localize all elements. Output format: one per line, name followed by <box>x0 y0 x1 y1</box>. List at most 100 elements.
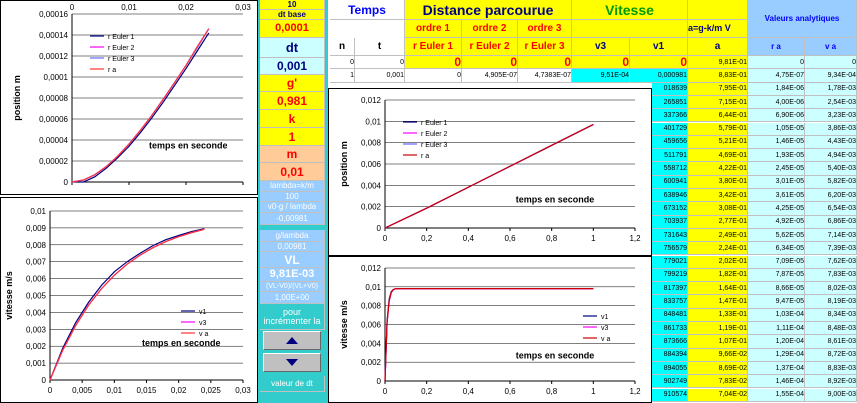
y-tick-label: 0 <box>377 377 382 386</box>
x-tick-label: 0,8 <box>546 234 558 243</box>
x-tick-label: 0,01 <box>107 386 123 395</box>
data-cell: 731643 <box>652 228 688 243</box>
data-cell: 1,29E-04 <box>748 348 805 362</box>
y-tick-label: 0,005 <box>26 292 47 301</box>
y-tick-label: 0,01 <box>365 117 381 126</box>
data-cell: 7,83E-03 <box>805 268 857 283</box>
data-cell: 6,90E-06 <box>748 109 805 123</box>
data-cell: 9,00E-03 <box>805 388 857 402</box>
data-cell: 0 <box>805 56 857 70</box>
y-tick-label: 0,012 <box>361 96 382 105</box>
data-cell: 6,44E-01 <box>688 109 748 123</box>
data-cell: 0 <box>405 69 462 83</box>
data-cell: 0 <box>748 56 805 70</box>
y-tick-label: 0,00016 <box>39 10 68 19</box>
data-cell: 861733 <box>652 322 688 336</box>
legend-label: v a <box>601 336 610 343</box>
data-cell: 833757 <box>652 295 688 309</box>
param-cell: 0,0001 <box>260 20 325 38</box>
data-cell: 873666 <box>652 335 688 349</box>
data-cell: 3,61E-05 <box>748 189 805 203</box>
data-cell: 0 <box>330 56 355 70</box>
param-cell: g/lambda <box>260 230 325 242</box>
legend-label: r a <box>421 153 429 160</box>
column-header: r Euler 1 <box>405 38 462 56</box>
data-cell: 5,21E-01 <box>688 135 748 150</box>
data-cell: 1,55E-04 <box>748 388 805 402</box>
param-cell: pour incrémenter la <box>260 304 325 330</box>
data-cell: 1,46E-05 <box>748 135 805 150</box>
y-tick-label: 0 <box>42 376 47 385</box>
data-cell: 2,77E-01 <box>688 215 748 229</box>
y-axis-label: position m <box>339 141 349 187</box>
data-cell: 9,81E-01 <box>688 56 748 70</box>
group-header: Temps <box>330 0 405 20</box>
y-tick-label: 0,00002 <box>39 157 68 166</box>
data-cell: 337366 <box>652 109 688 123</box>
data-cell: 7,09E-05 <box>748 255 805 269</box>
data-cell: 8,72E-03 <box>805 348 857 362</box>
blank-cell <box>688 0 748 20</box>
x-tick-label: 0,03 <box>235 386 251 395</box>
data-cell: 4,69E-01 <box>688 149 748 163</box>
data-cell: 3,86E-03 <box>805 122 857 136</box>
column-header: v1 <box>630 38 688 56</box>
group-header: Valeurs analytiques <box>748 0 857 38</box>
data-cell: 8,69E-02 <box>688 361 748 376</box>
x-tick-label: 1 <box>591 234 596 243</box>
param-cell: v0-g / lambda <box>260 202 325 213</box>
y-tick-label: 0,001 <box>26 359 47 368</box>
param-cell: g' <box>260 75 325 92</box>
data-cell: 7,87E-05 <box>748 268 805 283</box>
data-cell: 2,49E-01 <box>688 228 748 243</box>
increment-up-button[interactable] <box>263 331 321 350</box>
column-header: a <box>688 38 748 56</box>
y-tick-label: 0,008 <box>361 139 382 148</box>
data-cell: 0 <box>405 56 462 70</box>
series-line <box>384 288 594 382</box>
x-tick-label: 0,6 <box>504 387 516 396</box>
data-cell: 6,54E-03 <box>805 202 857 216</box>
legend-label: v1 <box>601 314 609 321</box>
increment-down-button[interactable] <box>263 353 321 372</box>
y-tick-label: 0,002 <box>361 203 382 212</box>
data-cell: 1,37E-04 <box>748 361 805 376</box>
column-header: n <box>330 38 355 56</box>
data-cell: 7,83E-02 <box>688 375 748 389</box>
y-tick-label: 0,006 <box>361 160 382 169</box>
y-tick-label: 0,006 <box>361 321 382 330</box>
data-cell: 1,47E-01 <box>688 295 748 309</box>
data-cell: 018639 <box>652 82 688 96</box>
param-cell: 0,00981 <box>260 242 325 252</box>
column-header: r Euler 2 <box>462 38 518 56</box>
x-tick-label: 0,4 <box>463 387 475 396</box>
param-cell: m <box>260 146 325 163</box>
data-cell: 1,82E-01 <box>688 268 748 283</box>
x-tick-label: 0 <box>48 386 53 395</box>
x-tick-label: 1,2 <box>629 387 641 396</box>
legend-label: v1 <box>199 309 207 316</box>
x-tick-label: 0,2 <box>421 387 433 396</box>
data-cell: 4,22E-01 <box>688 162 748 176</box>
data-cell: 2,54E-03 <box>805 95 857 110</box>
data-cell: 1,07E-01 <box>688 335 748 349</box>
x-tick-label: 0,015 <box>136 386 157 395</box>
data-cell: 7,04E-02 <box>688 388 748 402</box>
param-cell: 0,001 <box>260 58 325 75</box>
data-cell: 5,62E-05 <box>748 228 805 243</box>
data-cell: 673152 <box>652 202 688 216</box>
param-cell: dt <box>260 38 325 58</box>
x-tick-label: 1 <box>591 387 596 396</box>
x-axis-label: temps en seconde <box>142 338 221 348</box>
x-tick-label: 0,4 <box>463 234 475 243</box>
param-cell: VL <box>260 252 325 268</box>
data-cell: 5,40E-03 <box>805 162 857 176</box>
data-cell: 7,95E-01 <box>688 82 748 96</box>
x-tick-label: 0,8 <box>546 387 558 396</box>
data-cell: 4,00E-06 <box>748 95 805 110</box>
data-cell: 1,05E-05 <box>748 122 805 136</box>
data-cell: 0,001 <box>355 69 405 83</box>
data-cell: 7,62E-03 <box>805 255 857 269</box>
data-cell: 4,75E-07 <box>748 69 805 83</box>
